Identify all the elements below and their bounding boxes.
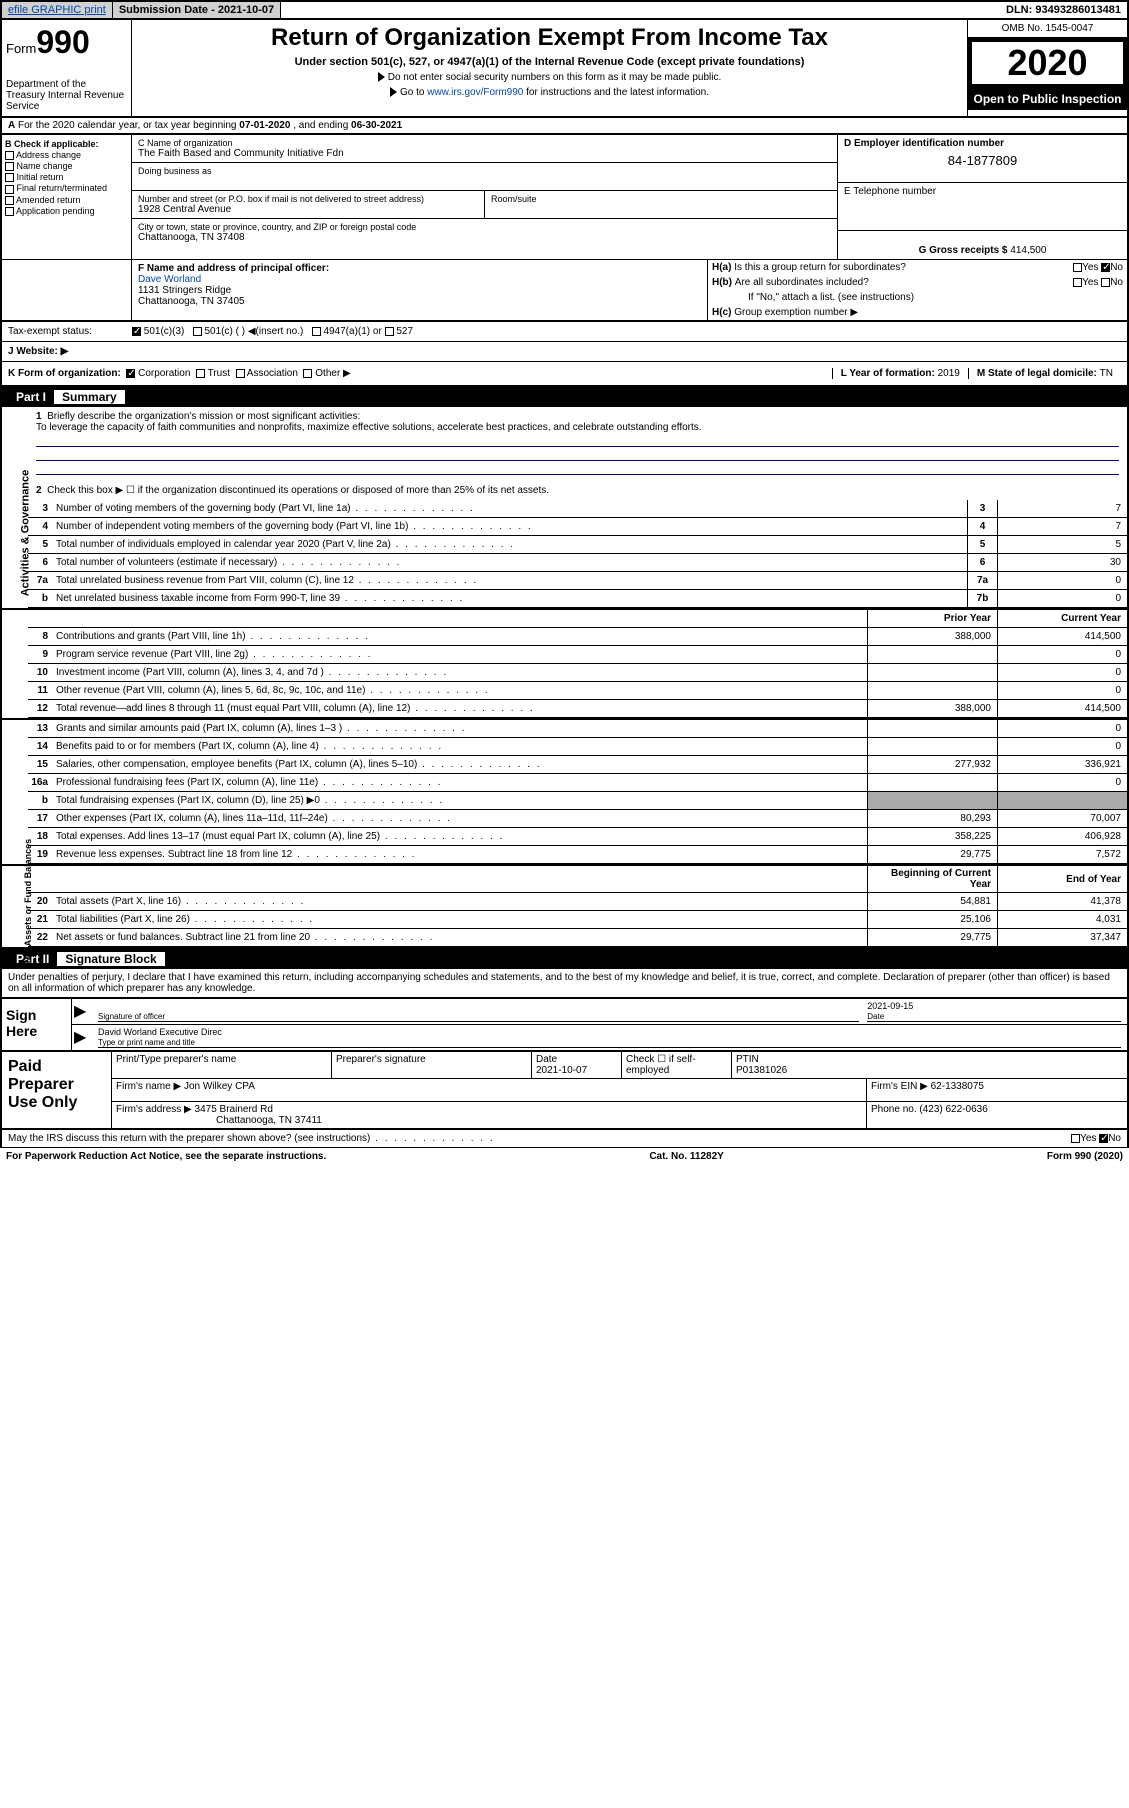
summary-line: 7aTotal unrelated business revenue from … [28, 572, 1127, 590]
ein-value: 84-1877809 [844, 149, 1121, 168]
section-fgh: F Name and address of principal officer:… [0, 259, 1129, 322]
checkbox-icon[interactable] [385, 327, 394, 336]
summary-line: 20Total assets (Part X, line 16)54,88141… [28, 893, 1127, 911]
checkbox-icon[interactable] [1101, 278, 1110, 287]
summary-line: 13Grants and similar amounts paid (Part … [28, 720, 1127, 738]
summary-line: 18Total expenses. Add lines 13–17 (must … [28, 828, 1127, 846]
side-label-revenue: Revenue [2, 610, 28, 718]
paid-preparer-block: Paid Preparer Use Only Print/Type prepar… [0, 1052, 1129, 1130]
checkbox-icon[interactable] [5, 151, 14, 160]
summary-line: 14Benefits paid to or for members (Part … [28, 738, 1127, 756]
checkbox-checked-icon[interactable] [1099, 1134, 1108, 1143]
tax-exempt-row: Tax-exempt status: 501(c)(3) 501(c) ( ) … [0, 322, 1129, 342]
checkbox-icon[interactable] [1071, 1134, 1080, 1143]
top-bar: efile GRAPHIC print Submission Date - 20… [0, 0, 1129, 20]
summary-line: 17Other expenses (Part IX, column (A), l… [28, 810, 1127, 828]
open-public-badge: Open to Public Inspection [968, 88, 1127, 110]
omb-number: OMB No. 1545-0047 [968, 20, 1127, 38]
col-c-org-info: C Name of organizationThe Faith Based an… [132, 135, 837, 259]
checkbox-icon[interactable] [5, 162, 14, 171]
summary-line: 8Contributions and grants (Part VIII, li… [28, 628, 1127, 646]
signature-intro: Under penalties of perjury, I declare th… [0, 969, 1129, 997]
summary-line: 16aProfessional fundraising fees (Part I… [28, 774, 1127, 792]
side-label-netassets: Net Assets or Fund Balances [2, 866, 28, 947]
form-title: Return of Organization Exempt From Incom… [140, 24, 959, 52]
checkbox-icon[interactable] [5, 185, 14, 194]
signer-name: David Worland Executive Direc [98, 1027, 222, 1037]
checkbox-icon[interactable] [1073, 278, 1082, 287]
checkbox-icon[interactable] [5, 207, 14, 216]
checkbox-icon[interactable] [312, 327, 321, 336]
summary-line: 12Total revenue—add lines 8 through 11 (… [28, 700, 1127, 718]
summary-line: 19Revenue less expenses. Subtract line 1… [28, 846, 1127, 864]
klm-row: K Form of organization: Corporation Trus… [0, 362, 1129, 387]
checkbox-icon[interactable] [193, 327, 202, 336]
summary-line: bTotal fundraising expenses (Part IX, co… [28, 792, 1127, 810]
checkbox-icon[interactable] [303, 369, 312, 378]
discuss-row: May the IRS discuss this return with the… [0, 1130, 1129, 1148]
submission-date-button[interactable]: Submission Date - 2021-10-07 [113, 2, 281, 18]
firm-name: Jon Wilkey CPA [184, 1081, 255, 1092]
summary-line: 4Number of independent voting members of… [28, 518, 1127, 536]
form-header: Form990 Department of the Treasury Inter… [0, 20, 1129, 118]
section-bcd: B Check if applicable: Address change Na… [0, 135, 1129, 259]
org-name: The Faith Based and Community Initiative… [138, 148, 831, 159]
gross-receipts: 414,500 [1010, 245, 1046, 256]
summary-line: 10Investment income (Part VIII, column (… [28, 664, 1127, 682]
summary-line: 22Net assets or fund balances. Subtract … [28, 929, 1127, 947]
org-city: Chattanooga, TN 37408 [138, 232, 831, 243]
summary-line: bNet unrelated business taxable income f… [28, 590, 1127, 608]
part1-header: Part I Summary [0, 387, 1129, 407]
col-d-ein: D Employer identification number84-18778… [837, 135, 1127, 259]
arrow-icon: ▶ [74, 1001, 94, 1022]
ssn-note: Do not enter social security numbers on … [140, 72, 959, 83]
sign-here-block: Sign Here ▶ Signature of officer 2021-09… [0, 997, 1129, 1052]
checkbox-icon[interactable] [196, 369, 205, 378]
side-label-governance: Activities & Governance [2, 407, 28, 608]
officer-name: Dave Worland [138, 274, 701, 285]
dept-label: Department of the Treasury Internal Reve… [6, 79, 127, 112]
irs-link[interactable]: www.irs.gov/Form990 [427, 87, 523, 98]
instructions-note: Go to www.irs.gov/Form990 for instructio… [140, 87, 959, 98]
page-footer: For Paperwork Reduction Act Notice, see … [0, 1148, 1129, 1165]
checkbox-checked-icon[interactable] [132, 327, 141, 336]
summary-line: 15Salaries, other compensation, employee… [28, 756, 1127, 774]
tax-year: 2020 [968, 38, 1127, 88]
summary-line: 11Other revenue (Part VIII, column (A), … [28, 682, 1127, 700]
form-subtitle: Under section 501(c), 527, or 4947(a)(1)… [140, 56, 959, 68]
org-address: 1928 Central Avenue [138, 204, 478, 215]
part2-header: Part II Signature Block [0, 949, 1129, 969]
checkbox-icon[interactable] [5, 196, 14, 205]
summary-line: 21Total liabilities (Part X, line 26)25,… [28, 911, 1127, 929]
row-a: A For the 2020 calendar year, or tax yea… [0, 118, 1129, 135]
summary-line: 3Number of voting members of the governi… [28, 500, 1127, 518]
checkbox-icon[interactable] [236, 369, 245, 378]
summary-line: 6Total number of volunteers (estimate if… [28, 554, 1127, 572]
col-b-checkboxes: B Check if applicable: Address change Na… [2, 135, 132, 259]
form-number: Form990 [6, 24, 127, 61]
summary-line: 5Total number of individuals employed in… [28, 536, 1127, 554]
arrow-icon: ▶ [74, 1027, 94, 1048]
checkbox-icon[interactable] [5, 173, 14, 182]
website-row: J Website: ▶ [0, 342, 1129, 362]
mission-text: To leverage the capacity of faith commun… [36, 422, 702, 433]
dln-label: DLN: 93493286013481 [1000, 2, 1127, 18]
summary-line: 9Program service revenue (Part VIII, lin… [28, 646, 1127, 664]
checkbox-checked-icon[interactable] [1101, 263, 1110, 272]
part1-body: Activities & Governance 1 Briefly descri… [0, 407, 1129, 949]
efile-link[interactable]: efile GRAPHIC print [2, 2, 113, 18]
checkbox-checked-icon[interactable] [126, 369, 135, 378]
checkbox-icon[interactable] [1073, 263, 1082, 272]
triangle-icon [390, 87, 397, 97]
triangle-icon [378, 72, 385, 82]
